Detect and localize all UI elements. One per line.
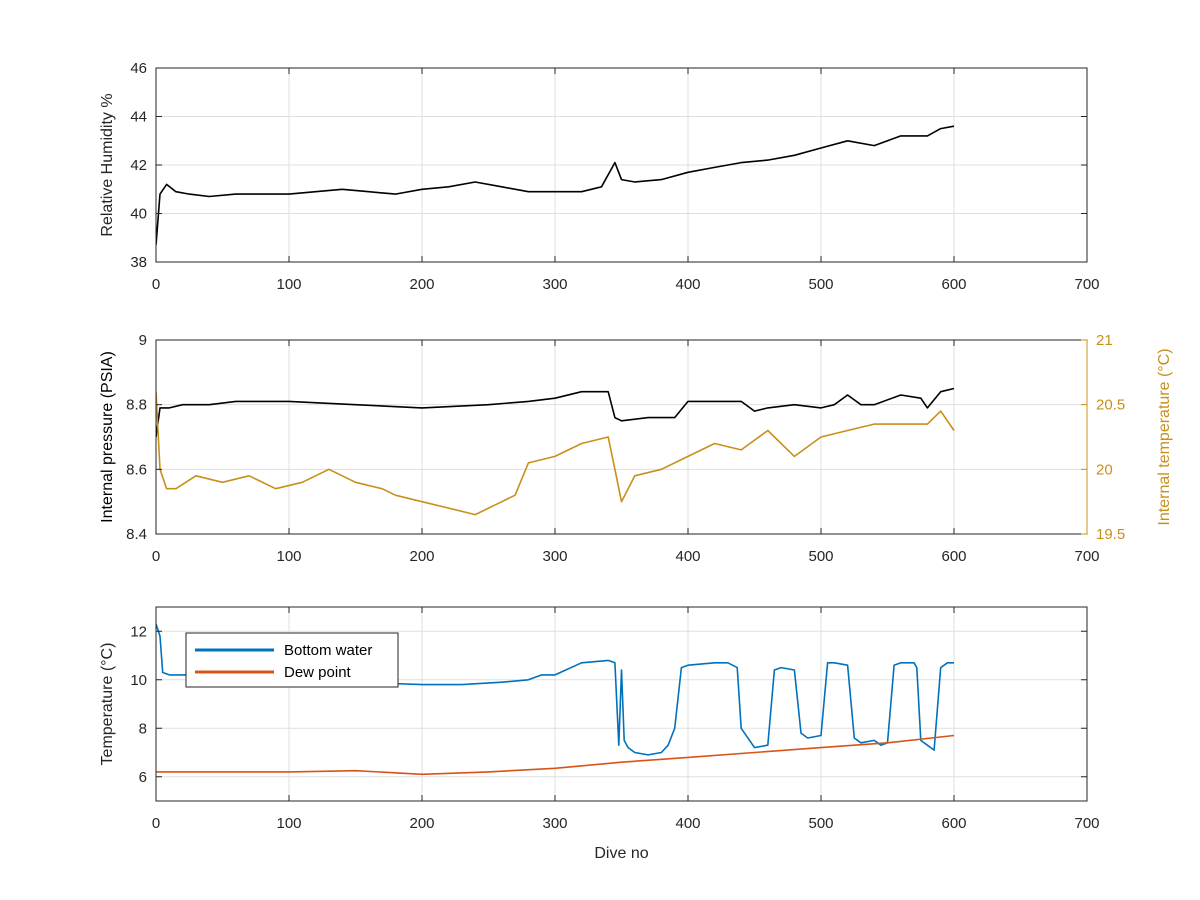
y-tick-label: 8 bbox=[139, 720, 147, 737]
axes-box bbox=[155, 606, 1088, 802]
series-line-2 bbox=[156, 391, 955, 516]
plot-area bbox=[156, 340, 1087, 534]
x-tick-label: 100 bbox=[276, 276, 301, 293]
series-line-2 bbox=[156, 734, 955, 776]
y-tick-label: 40 bbox=[130, 206, 147, 223]
legend-label: Dew point bbox=[284, 664, 352, 681]
y-tick-label-right: 19.5 bbox=[1096, 526, 1125, 543]
x-tick-label: 200 bbox=[409, 815, 434, 832]
y-tick-label: 6 bbox=[139, 769, 147, 786]
y-tick-label: 8.6 bbox=[126, 461, 147, 478]
y-tick-label: 8.8 bbox=[126, 397, 147, 414]
y-tick-label: 46 bbox=[130, 60, 147, 77]
y-tick-label: 9 bbox=[139, 332, 147, 349]
panel-1: 0 100 200 300 400 500 600 700 38 40 42 44 46 Relative… bbox=[99, 60, 1100, 293]
x-tick-label: 600 bbox=[941, 815, 966, 832]
y-tick-label: 10 bbox=[130, 672, 147, 689]
x-tick-label: 300 bbox=[542, 276, 567, 293]
y-tick-label: 44 bbox=[130, 109, 147, 126]
y-axis-title: Temperature (°C) bbox=[99, 643, 116, 766]
x-tick-label: 700 bbox=[1074, 276, 1099, 293]
panel-2: 0 100 200 300 400 500 600 700 8.4 8.6 8.8 9 19.5 20 20… bbox=[99, 332, 1173, 565]
series-line-1 bbox=[156, 387, 955, 438]
y-tick-label-right: 20 bbox=[1096, 461, 1113, 478]
x-tick-label: 100 bbox=[276, 548, 301, 565]
x-tick-label: 300 bbox=[542, 548, 567, 565]
y-tick-label: 38 bbox=[130, 254, 147, 271]
x-tick-label: 200 bbox=[409, 276, 434, 293]
legend-box bbox=[185, 632, 399, 688]
y-axis-title: Relative Humidity % bbox=[99, 93, 116, 236]
x-tick-label: 500 bbox=[808, 548, 833, 565]
x-tick-label: 300 bbox=[542, 815, 567, 832]
x-axis-title: Dive no bbox=[594, 845, 648, 862]
series-line-1 bbox=[156, 623, 954, 756]
x-tick-label: 700 bbox=[1074, 815, 1099, 832]
x-tick-label: 700 bbox=[1074, 548, 1099, 565]
y-tick-label: 8.4 bbox=[126, 526, 147, 543]
x-tick-label: 600 bbox=[941, 548, 966, 565]
x-tick-label: 500 bbox=[808, 815, 833, 832]
x-tick-label: 0 bbox=[152, 548, 160, 565]
y-tick-label-right: 20.5 bbox=[1096, 397, 1125, 414]
x-tick-label: 600 bbox=[941, 276, 966, 293]
legend-label: Bottom water bbox=[284, 642, 372, 659]
legend: Bottom water Dew point bbox=[185, 632, 399, 688]
y-axis-title-right: Internal temperature (°C) bbox=[1156, 348, 1173, 525]
y-axis-title: Internal pressure (PSIA) bbox=[99, 351, 116, 523]
y-tick-label: 42 bbox=[130, 157, 147, 174]
x-tick-label: 400 bbox=[675, 815, 700, 832]
x-tick-label: 500 bbox=[808, 276, 833, 293]
x-tick-label: 0 bbox=[152, 815, 160, 832]
x-tick-label: 200 bbox=[409, 548, 434, 565]
x-tick-label: 0 bbox=[152, 276, 160, 293]
y-tick-label-right: 21 bbox=[1096, 332, 1113, 349]
y-tick-label: 12 bbox=[130, 623, 147, 640]
x-tick-label: 100 bbox=[276, 815, 301, 832]
panel-3: 0 100 200 300 400 500 600 700 6 8 10 12 Temperature … bbox=[99, 606, 1100, 862]
series-line-1 bbox=[156, 125, 955, 246]
x-tick-label: 400 bbox=[675, 548, 700, 565]
x-tick-label: 400 bbox=[675, 276, 700, 293]
